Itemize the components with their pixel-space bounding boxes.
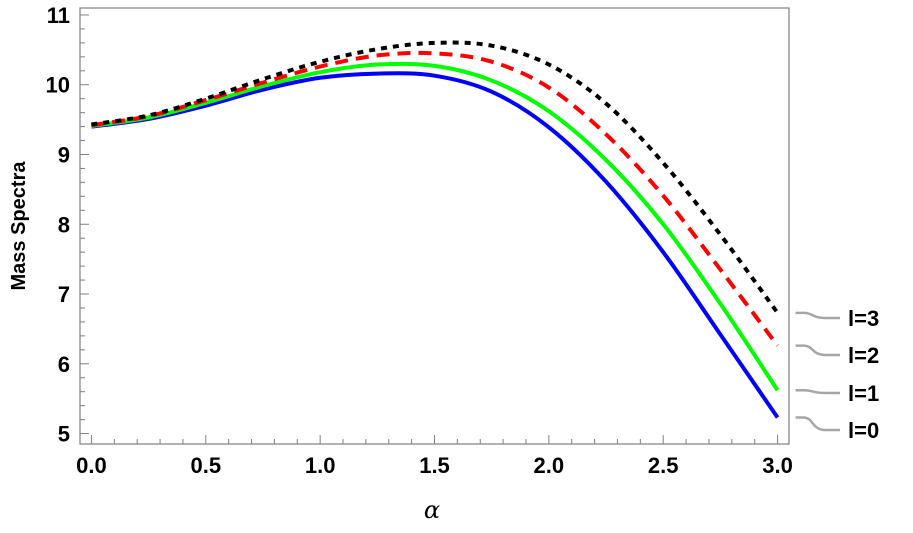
legend-label-l-3: l=3 bbox=[848, 306, 879, 331]
legend-label-l-1: l=1 bbox=[848, 381, 879, 406]
x-tick-label: 0.5 bbox=[190, 453, 221, 478]
series-layer bbox=[91, 40, 780, 419]
x-axis-title: α bbox=[424, 496, 440, 524]
legend-leader-line bbox=[795, 311, 840, 320]
legend-leader-line bbox=[795, 389, 840, 395]
y-tick-label: 5 bbox=[58, 422, 70, 447]
y-tick-label: 11 bbox=[47, 3, 70, 28]
x-tick-label: 2.5 bbox=[648, 453, 679, 478]
series-line-l-2 bbox=[91, 50, 780, 347]
series-line-l-0 bbox=[91, 71, 780, 419]
y-tick-label: 9 bbox=[58, 142, 70, 167]
legend-leader-line bbox=[795, 344, 840, 357]
x-tick-label: 3.0 bbox=[762, 453, 793, 478]
x-tick-label: 1.5 bbox=[419, 453, 450, 478]
x-axis-ticks: 0.0 0.5 1.0 1.5 2.0 2.5 3.0 bbox=[76, 435, 793, 478]
legend-label-l-2: l=2 bbox=[848, 343, 879, 368]
x-tick-label: 1.0 bbox=[305, 453, 336, 478]
y-tick-label: 8 bbox=[58, 212, 70, 237]
series-line-l-3 bbox=[91, 40, 780, 315]
x-tick-label: 0.0 bbox=[76, 453, 107, 478]
y-tick-label: 10 bbox=[46, 73, 70, 98]
legend-leader-line bbox=[795, 416, 840, 432]
x-tick-label: 2.0 bbox=[534, 453, 565, 478]
legend: l=3 l=2 l=1 l=0 bbox=[795, 306, 879, 443]
plot-frame bbox=[79, 7, 790, 445]
series-line-l-1 bbox=[91, 61, 780, 392]
y-axis-title: Mass Spectra bbox=[8, 161, 30, 291]
y-tick-label: 6 bbox=[58, 352, 70, 377]
legend-label-l-0: l=0 bbox=[848, 418, 879, 443]
y-tick-label: 7 bbox=[58, 282, 70, 307]
y-axis-ticks: 5 6 7 8 9 10 11 bbox=[46, 3, 89, 447]
